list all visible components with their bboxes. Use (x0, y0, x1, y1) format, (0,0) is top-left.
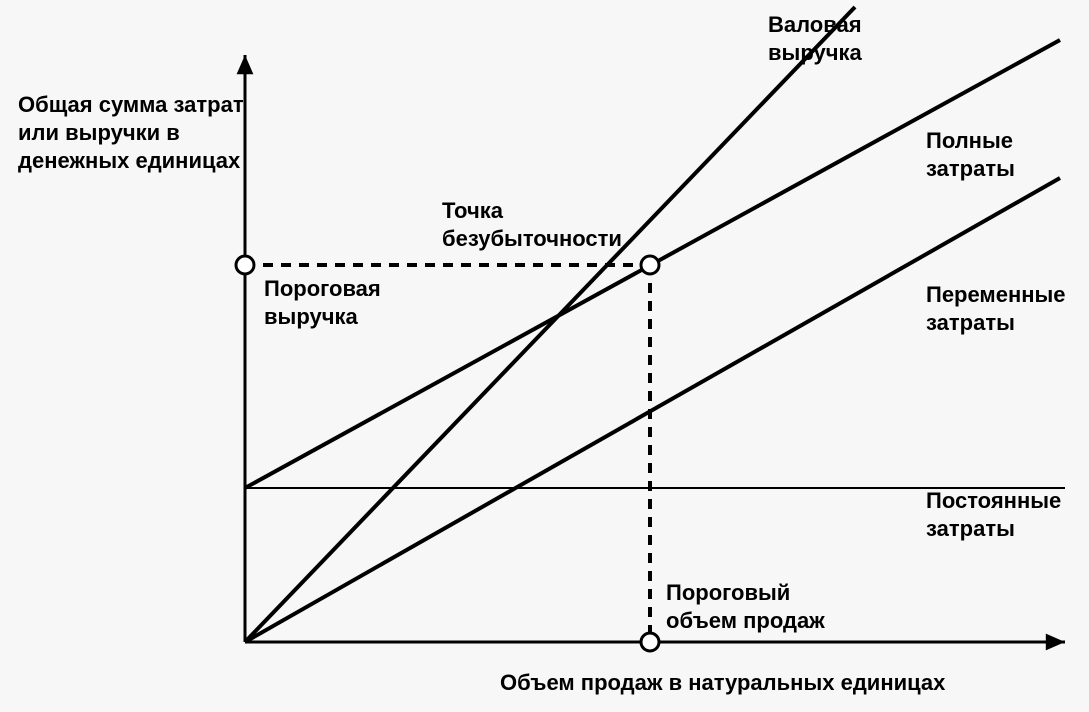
y-axis-label: Общая сумма затрат (18, 92, 244, 117)
break-even-label: Точка (442, 198, 504, 223)
break-even-marker (641, 256, 659, 274)
threshold-revenue-marker (236, 256, 254, 274)
threshold-revenue-label: Пороговая (264, 276, 381, 301)
revenue-label: выручка (768, 40, 862, 65)
x-axis-arrow-icon (1046, 634, 1065, 651)
variable-cost-label: затраты (926, 310, 1015, 335)
total-cost-label: Полные (926, 128, 1013, 153)
y-axis-arrow-icon (237, 55, 254, 74)
threshold-volume-label: Пороговый (666, 580, 790, 605)
fixed-cost-label: затраты (926, 516, 1015, 541)
break-even-chart: Общая сумма затрат или выручки в денежны… (0, 0, 1089, 712)
threshold-volume-marker (641, 633, 659, 651)
variable-cost-label: Переменные (926, 282, 1066, 307)
variable-cost-line (245, 178, 1060, 642)
break-even-label: безубыточности (442, 226, 622, 251)
total-cost-label: затраты (926, 156, 1015, 181)
threshold-revenue-label: выручка (264, 304, 358, 329)
x-axis-label: Объем продаж в натуральных единицах (500, 670, 946, 695)
revenue-label: Валовая (768, 12, 862, 37)
y-axis-label: денежных единицах (18, 148, 241, 173)
fixed-cost-label: Постоянные (926, 488, 1061, 513)
y-axis-label: или выручки в (18, 120, 180, 145)
threshold-volume-label: объем продаж (666, 608, 825, 633)
